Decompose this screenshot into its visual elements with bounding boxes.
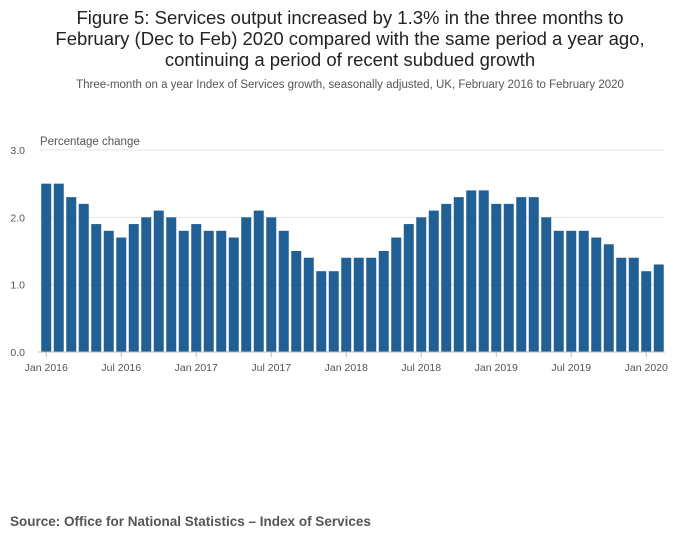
bar xyxy=(216,230,227,352)
bar xyxy=(153,210,164,352)
bar xyxy=(266,217,277,352)
bar xyxy=(91,224,102,352)
bar xyxy=(366,257,377,352)
bar xyxy=(303,257,314,352)
bar xyxy=(203,230,214,352)
chart-title: Figure 5: Services output increased by 1… xyxy=(20,7,680,70)
bar xyxy=(603,244,614,352)
bar xyxy=(578,230,589,352)
bar xyxy=(653,264,664,352)
chart-subtitle: Three-month on a year Index of Services … xyxy=(76,79,624,91)
bar xyxy=(416,217,427,352)
bar xyxy=(553,230,564,352)
bar xyxy=(253,210,264,352)
bar xyxy=(66,197,77,352)
bar xyxy=(278,230,289,352)
bar xyxy=(291,251,302,352)
x-tick-label: Jan 2017 xyxy=(175,362,218,374)
bar xyxy=(591,237,602,352)
y-tick-label: 2.0 xyxy=(10,212,25,224)
y-tick-label: 1.0 xyxy=(10,280,25,292)
bar xyxy=(628,257,639,352)
x-tick-label: Jan 2018 xyxy=(325,362,368,374)
bar xyxy=(466,190,477,352)
bar xyxy=(141,217,152,352)
bar xyxy=(328,271,339,352)
bar xyxy=(441,203,452,352)
bar xyxy=(428,210,439,352)
bar xyxy=(353,257,364,352)
bar xyxy=(478,190,489,352)
source-note: Source: Office for National Statistics –… xyxy=(10,514,371,529)
bar xyxy=(166,217,177,352)
bar xyxy=(228,237,239,352)
x-tick-label: Jul 2018 xyxy=(401,362,441,374)
bar xyxy=(616,257,627,352)
bar xyxy=(78,203,89,352)
bar xyxy=(378,251,389,352)
x-tick-label: Jul 2019 xyxy=(551,362,591,374)
bar xyxy=(641,271,652,352)
x-tick-label: Jul 2016 xyxy=(101,362,141,374)
x-tick-label: Jan 2020 xyxy=(625,362,668,374)
bar xyxy=(178,230,189,352)
bar xyxy=(341,257,352,352)
x-tick-label: Jan 2016 xyxy=(25,362,68,374)
bar xyxy=(241,217,252,352)
bar xyxy=(516,197,527,352)
x-tick-label: Jan 2019 xyxy=(475,362,518,374)
bar xyxy=(128,224,139,352)
bar xyxy=(103,230,114,352)
bar xyxy=(528,197,539,352)
y-tick-label: 3.0 xyxy=(10,145,25,157)
bar xyxy=(316,271,327,352)
y-tick-label: 0.0 xyxy=(10,347,25,359)
title-line-1: Figure 5: Services output increased by 1… xyxy=(76,7,624,28)
bar xyxy=(453,197,464,352)
bar xyxy=(541,217,552,352)
title-line-2: February (Dec to Feb) 2020 compared with… xyxy=(55,28,645,49)
bar xyxy=(503,203,514,352)
title-line-3: continuing a period of recent subdued gr… xyxy=(164,49,536,70)
y-axis-label: Percentage change xyxy=(40,136,140,148)
bar xyxy=(566,230,577,352)
bar xyxy=(53,183,64,352)
bar xyxy=(41,183,52,352)
bar xyxy=(191,224,202,352)
bar xyxy=(491,203,502,352)
x-tick-label: Jul 2017 xyxy=(251,362,291,374)
bar xyxy=(403,224,414,352)
bar xyxy=(116,237,127,352)
bar xyxy=(391,237,402,352)
